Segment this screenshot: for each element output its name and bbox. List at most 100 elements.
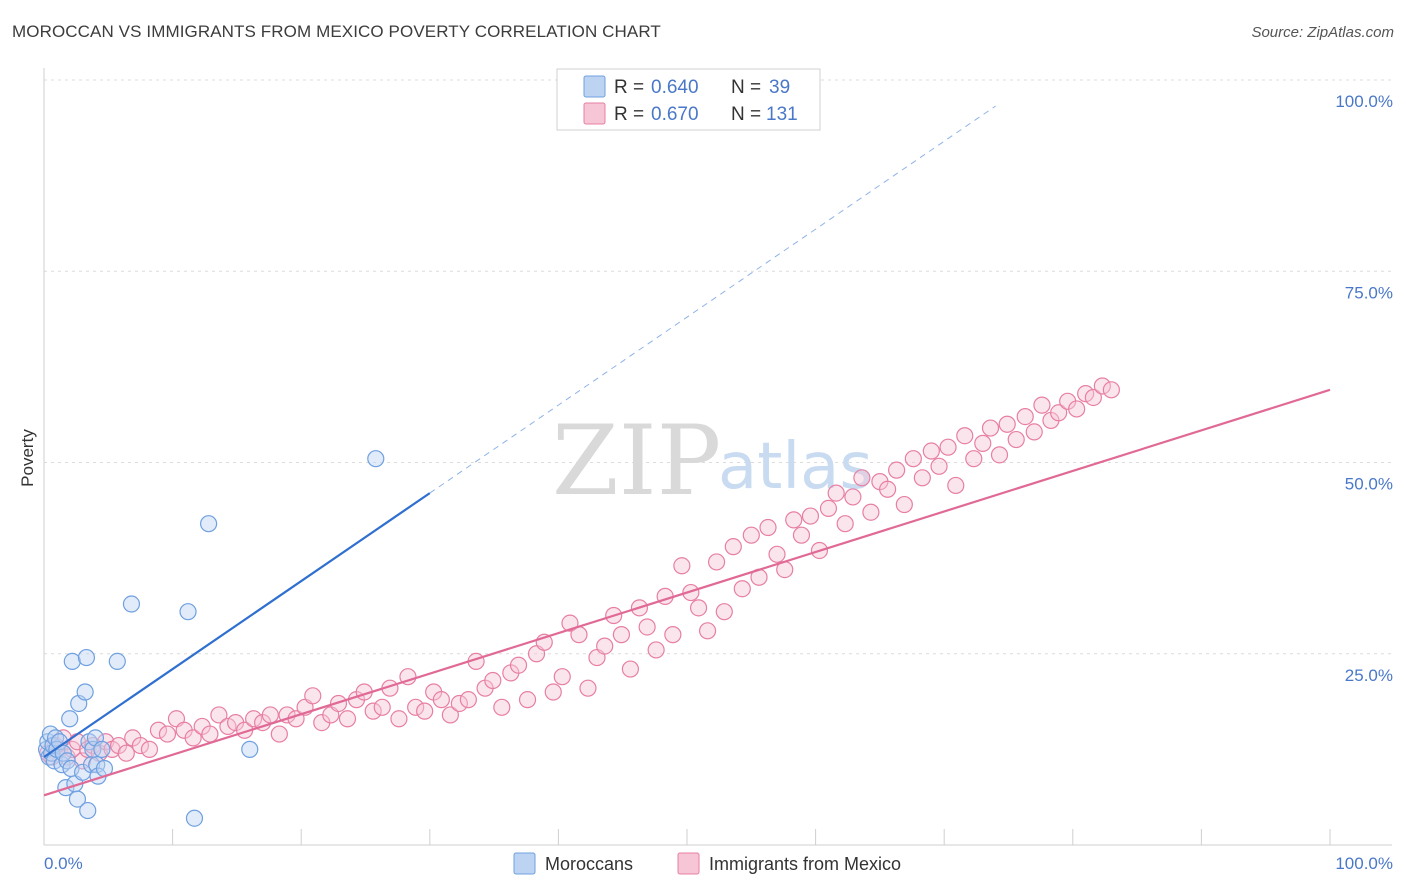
point-mexico-84 — [707, 553, 726, 571]
point-mexico-49 — [407, 698, 425, 716]
point-mexico-119 — [1007, 430, 1025, 449]
trend-line-moroccans-extension — [429, 105, 996, 494]
point-mexico-50 — [416, 702, 434, 720]
point-mexico-95 — [801, 507, 820, 525]
point-mexico-102 — [862, 503, 880, 521]
axes — [43, 68, 1392, 846]
x-tick-label-1: 100.0% — [1335, 854, 1393, 873]
point-mexico-41 — [338, 710, 357, 728]
watermark-zip: ZIP — [552, 405, 721, 517]
point-mexico-15 — [117, 744, 135, 762]
point-mexico-47 — [390, 710, 408, 728]
point-mexico-80 — [673, 557, 691, 575]
point-mexico-88 — [742, 526, 760, 544]
point-mexico-107 — [904, 450, 922, 468]
point-moroccans-33 — [122, 595, 141, 613]
point-mexico-59 — [493, 698, 511, 716]
point-mexico-91 — [768, 545, 786, 563]
trend-line-moroccans — [43, 492, 431, 758]
point-mexico-82 — [689, 599, 708, 617]
point-mexico-118 — [998, 415, 1016, 433]
point-mexico-90 — [759, 518, 777, 537]
point-mexico-116 — [981, 419, 1000, 437]
point-mexico-111 — [939, 438, 957, 456]
point-mexico-45 — [373, 698, 391, 716]
point-mexico-77 — [647, 641, 665, 659]
point-mexico-106 — [895, 495, 913, 514]
legend-n-label-mexico: N = — [731, 104, 761, 125]
point-moroccans-32 — [108, 652, 126, 671]
point-mexico-94 — [792, 526, 811, 544]
point-moroccans-21 — [76, 683, 94, 701]
legend-r-value-mexico: 0.670 — [651, 104, 699, 125]
point-mexico-101 — [853, 469, 871, 487]
point-mexico-110 — [930, 457, 948, 475]
point-mexico-120 — [1016, 408, 1034, 426]
point-mexico-93 — [785, 511, 803, 529]
point-mexico-130 — [1102, 381, 1120, 399]
legend-n-value-moroccans: 39 — [769, 77, 790, 98]
point-mexico-65 — [544, 683, 562, 701]
point-mexico-73 — [612, 626, 631, 644]
bottom-legend: Moroccans Immigrants from Mexico — [513, 852, 901, 875]
trend-lines — [43, 105, 1331, 797]
legend-n-label-moroccans: N = — [731, 77, 761, 98]
point-moroccans-18 — [68, 790, 87, 808]
point-mexico-105 — [888, 461, 906, 479]
watermark: ZIP atlas — [552, 405, 873, 517]
point-mexico-76 — [638, 618, 656, 636]
point-mexico-122 — [1033, 396, 1051, 414]
point-moroccans-36 — [200, 515, 218, 533]
point-mexico-128 — [1084, 388, 1102, 407]
point-mexico-83 — [698, 622, 717, 640]
point-mexico-61 — [509, 656, 528, 674]
point-mexico-127 — [1077, 385, 1095, 403]
point-mexico-85 — [715, 603, 733, 621]
point-mexico-69 — [579, 679, 597, 697]
point-mexico-44 — [364, 702, 382, 720]
bottom-legend-label-moroccans: Moroccans — [545, 854, 633, 874]
y-tick-label-3: 100.0% — [1335, 92, 1393, 111]
legend-r-label-mexico: R = — [614, 104, 644, 125]
point-mexico-86 — [724, 538, 742, 556]
point-moroccans-37 — [241, 740, 259, 758]
point-mexico-26 — [210, 706, 228, 724]
y-tick-label-1: 50.0% — [1345, 475, 1393, 494]
point-mexico-23 — [184, 729, 202, 747]
y-tick-label-2: 75.0% — [1345, 283, 1393, 302]
tick-labels: 25.0% 50.0% 75.0% 100.0% 0.0% 100.0% — [44, 92, 1393, 873]
point-mexico-97 — [819, 499, 838, 517]
point-moroccans-34 — [179, 603, 197, 621]
point-mexico-99 — [836, 515, 854, 533]
point-moroccans-30 — [93, 740, 111, 758]
point-mexico-126 — [1068, 400, 1086, 418]
point-mexico-117 — [990, 446, 1009, 464]
point-mexico-104 — [879, 480, 897, 498]
point-mexico-129 — [1093, 377, 1111, 395]
point-moroccans-14 — [61, 710, 79, 728]
point-moroccans-16 — [63, 652, 81, 671]
point-mexico-124 — [1050, 404, 1068, 422]
point-moroccans-22 — [77, 648, 96, 667]
point-mexico-18 — [140, 740, 159, 758]
point-mexico-52 — [432, 691, 450, 709]
point-mexico-27 — [219, 717, 237, 736]
chart-title: MOROCCAN VS IMMIGRANTS FROM MEXICO POVER… — [12, 22, 661, 41]
point-mexico-30 — [245, 710, 263, 728]
trend-line-mexico — [43, 388, 1331, 797]
point-mexico-115 — [974, 434, 992, 452]
legend-r-value-moroccans: 0.640 — [651, 77, 699, 98]
point-mexico-121 — [1025, 423, 1043, 441]
chart-source: Source: ZipAtlas.com — [1251, 24, 1394, 41]
point-mexico-114 — [965, 450, 983, 468]
point-mexico-79 — [664, 626, 682, 644]
legend-swatch-moroccans — [583, 75, 606, 98]
point-mexico-108 — [913, 469, 931, 487]
point-mexico-17 — [131, 736, 150, 755]
point-mexico-74 — [621, 660, 640, 678]
data-points — [37, 377, 1120, 827]
y-axis-label: Poverty — [18, 429, 37, 487]
point-mexico-19 — [149, 721, 168, 739]
legend-swatch-mexico — [583, 102, 606, 125]
